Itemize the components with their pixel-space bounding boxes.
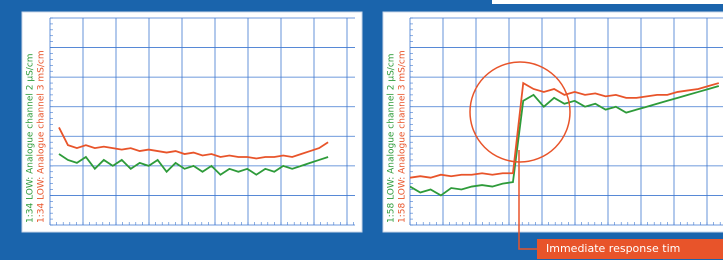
series-label: 1:58 LOW: Analogue channel 3 mS/cm	[398, 50, 408, 223]
series-label: 1:34 LOW: Analogue channel 3 mS/cm	[37, 50, 47, 223]
panel-background	[22, 12, 362, 232]
series-label: 1:34 LOW: Analogue channel 2 μS/cm	[26, 53, 36, 223]
series-label: 1:58 LOW: Analogue channel 2 μS/cm	[387, 53, 397, 223]
panel-background	[383, 12, 723, 232]
annotation: Immediate response tim	[546, 242, 680, 255]
top-strip	[492, 0, 723, 4]
figure: 1:34 LOW: Analogue channel 2 μS/cm1:34 L…	[0, 0, 723, 260]
